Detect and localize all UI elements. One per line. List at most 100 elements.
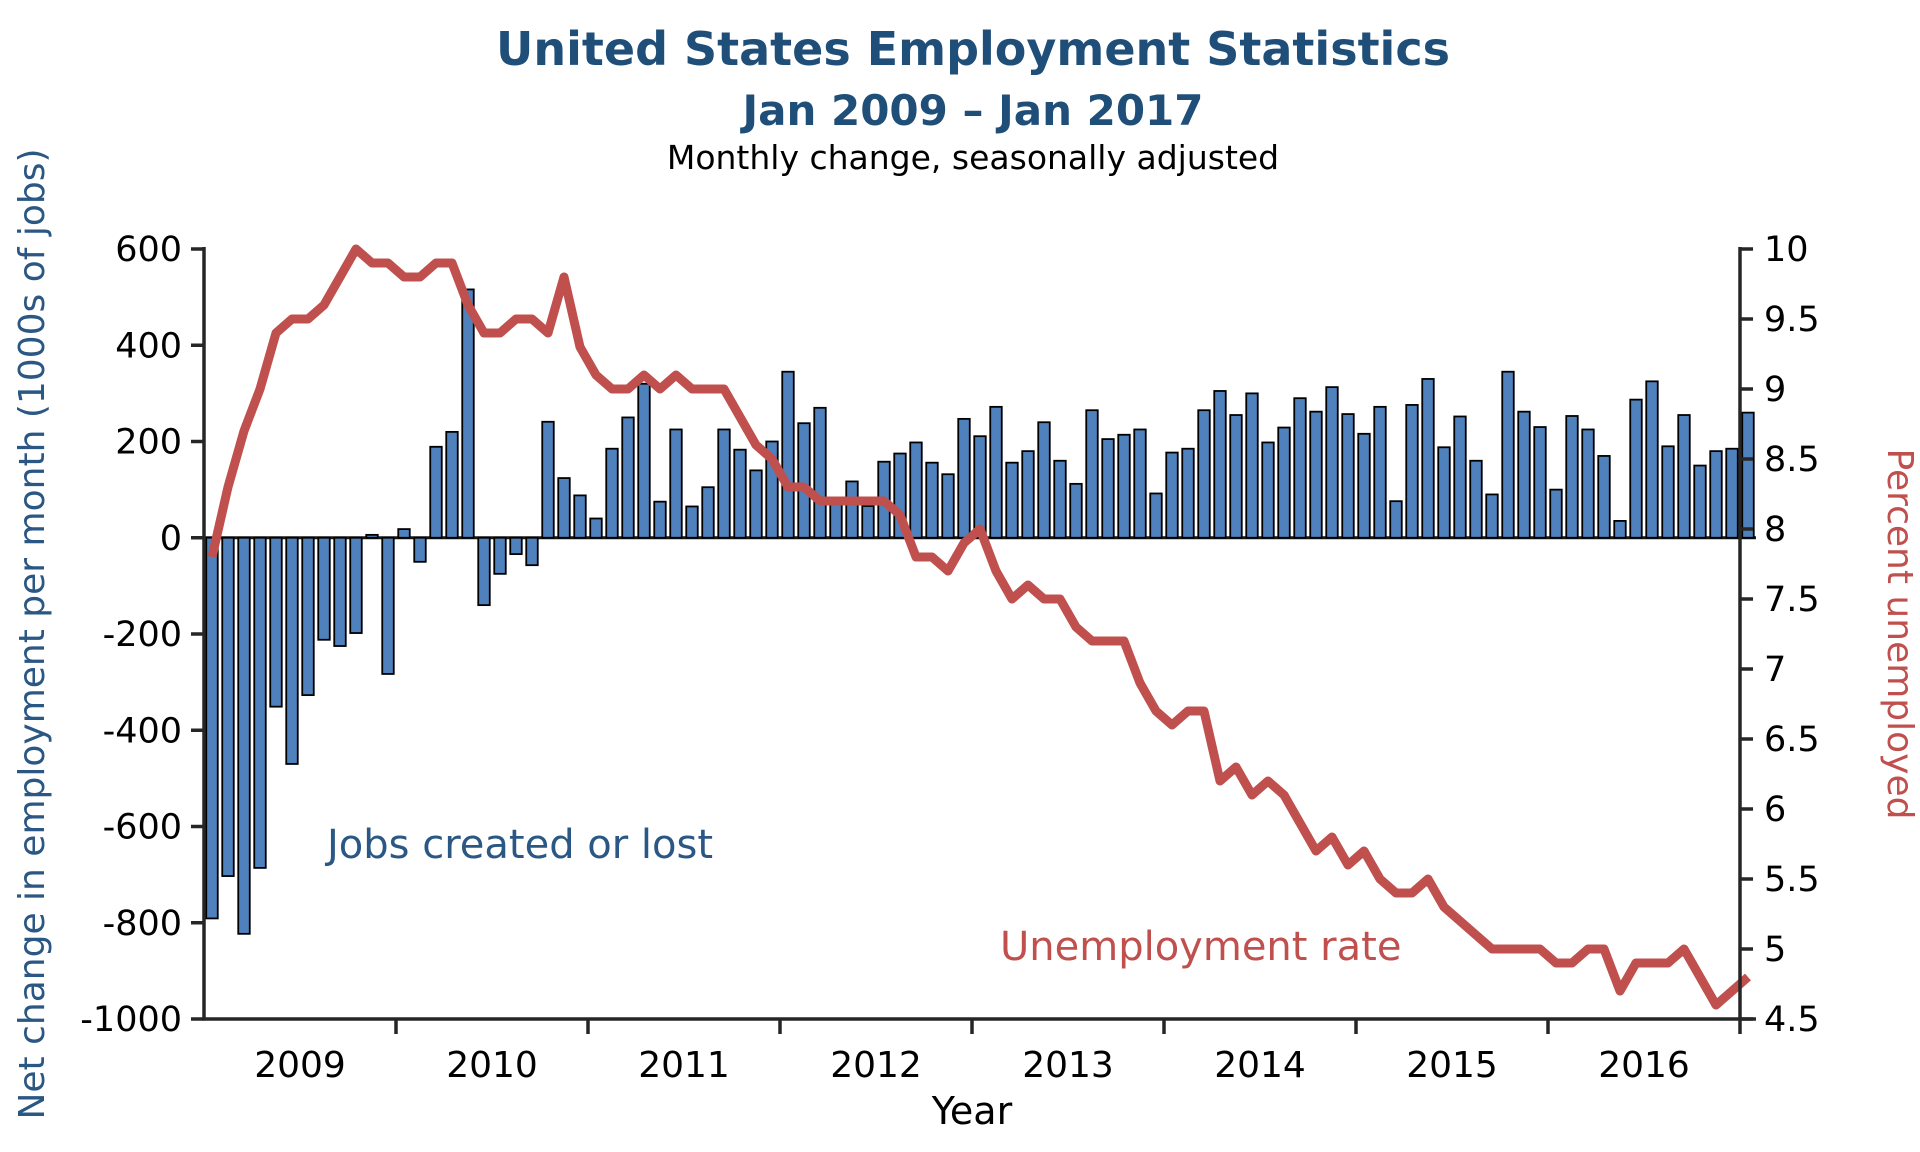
year-label-2011: 2011 bbox=[638, 1045, 730, 1086]
right-tick-label: 6.5 bbox=[1764, 720, 1820, 760]
bar-2013-12 bbox=[1149, 492, 1163, 539]
bar-2011-09 bbox=[717, 428, 731, 539]
bar-2009-08 bbox=[317, 536, 331, 641]
bar-2016-09 bbox=[1677, 414, 1691, 539]
bar-2012-08 bbox=[893, 452, 907, 539]
bar-2009-02 bbox=[221, 536, 235, 877]
bar-2011-10 bbox=[733, 448, 747, 539]
right-tick-label: 7.5 bbox=[1764, 580, 1820, 620]
bar-2013-05 bbox=[1037, 421, 1051, 539]
bar-2010-07 bbox=[493, 536, 507, 575]
bar-2015-02 bbox=[1373, 405, 1387, 539]
bar-2011-12 bbox=[765, 440, 779, 539]
bar-2015-04 bbox=[1405, 404, 1419, 539]
bar-2012-03 bbox=[813, 406, 827, 539]
bar-2013-01 bbox=[973, 435, 987, 539]
bar-2010-11 bbox=[557, 477, 571, 539]
bar-2011-02 bbox=[605, 447, 619, 539]
bar-2010-09 bbox=[525, 536, 539, 567]
x-axis-title: Year bbox=[931, 1089, 1013, 1133]
bar-2009-11 bbox=[365, 533, 379, 539]
jobs-bars-series bbox=[205, 288, 1755, 935]
bar-2009-10 bbox=[349, 536, 363, 634]
bar-2010-10 bbox=[541, 420, 555, 539]
annotation-unemployment-rate: Unemployment rate bbox=[1000, 924, 1401, 970]
right-tick-label: 7 bbox=[1764, 650, 1786, 690]
bar-2013-03 bbox=[1005, 461, 1019, 539]
right-tick-label: 4.5 bbox=[1764, 1000, 1820, 1040]
bar-2013-06 bbox=[1053, 459, 1067, 539]
bar-2015-11 bbox=[1517, 410, 1531, 539]
bar-2009-09 bbox=[333, 536, 347, 647]
bar-2016-04 bbox=[1597, 455, 1611, 539]
left-tick-label: -400 bbox=[103, 711, 182, 751]
bar-2009-05 bbox=[269, 536, 283, 708]
bar-2013-11 bbox=[1133, 428, 1147, 539]
bar-2014-10 bbox=[1309, 410, 1323, 539]
bar-2016-06 bbox=[1629, 398, 1643, 539]
bar-2013-02 bbox=[989, 405, 1003, 539]
bar-2016-12 bbox=[1725, 447, 1739, 539]
bar-2013-04 bbox=[1021, 450, 1035, 539]
bar-2015-07 bbox=[1453, 415, 1467, 539]
bar-2015-09 bbox=[1485, 493, 1499, 539]
bar-2014-01 bbox=[1165, 451, 1179, 539]
bar-2014-06 bbox=[1245, 392, 1259, 539]
bar-2011-08 bbox=[701, 486, 715, 539]
bar-2016-10 bbox=[1693, 464, 1707, 539]
bar-2016-03 bbox=[1581, 428, 1595, 539]
bar-2010-05 bbox=[461, 288, 475, 539]
year-label-2015: 2015 bbox=[1406, 1045, 1498, 1086]
annotation-jobs-created-or-lost: Jobs created or lost bbox=[324, 822, 713, 868]
bar-2010-01 bbox=[397, 528, 411, 539]
bar-2011-03 bbox=[621, 416, 635, 539]
left-tick-label: -800 bbox=[103, 904, 182, 944]
right-tick-label: 10 bbox=[1764, 230, 1809, 270]
left-axis-title: Net change in employment per month (1000… bbox=[12, 148, 53, 1119]
bar-2012-05 bbox=[845, 480, 859, 539]
bar-2014-02 bbox=[1181, 447, 1195, 539]
bar-2014-08 bbox=[1277, 426, 1291, 539]
right-tick-label: 8.5 bbox=[1764, 440, 1820, 480]
bar-2016-11 bbox=[1709, 450, 1723, 539]
bar-2012-09 bbox=[909, 441, 923, 539]
bar-2012-12 bbox=[957, 417, 971, 539]
bar-2010-12 bbox=[573, 494, 587, 539]
bar-2009-01 bbox=[205, 536, 219, 920]
left-tick-label: -1000 bbox=[80, 1000, 182, 1040]
left-tick-label: -200 bbox=[103, 615, 182, 655]
bar-2012-06 bbox=[861, 505, 875, 539]
bar-2016-05 bbox=[1613, 520, 1627, 539]
bar-2011-05 bbox=[653, 500, 667, 539]
bar-2015-08 bbox=[1469, 459, 1483, 539]
bar-2014-12 bbox=[1341, 413, 1355, 539]
year-label-2013: 2013 bbox=[1022, 1045, 1114, 1086]
bar-2014-05 bbox=[1229, 414, 1243, 539]
bar-2012-01 bbox=[781, 370, 795, 539]
right-tick-label: 8 bbox=[1764, 510, 1786, 550]
bar-2015-06 bbox=[1437, 446, 1451, 539]
bar-2013-07 bbox=[1069, 482, 1083, 539]
bar-2017-01 bbox=[1741, 411, 1755, 539]
bar-2013-09 bbox=[1101, 438, 1115, 539]
bar-2012-04 bbox=[829, 502, 843, 539]
bar-2014-09 bbox=[1293, 397, 1307, 539]
bar-2013-10 bbox=[1117, 433, 1131, 539]
bar-2009-12 bbox=[381, 536, 395, 675]
bar-2015-05 bbox=[1421, 378, 1435, 539]
bar-2014-07 bbox=[1261, 441, 1275, 539]
bar-2010-06 bbox=[477, 536, 491, 607]
bar-2014-04 bbox=[1213, 390, 1227, 539]
bar-2011-01 bbox=[589, 517, 603, 539]
bar-2016-01 bbox=[1549, 488, 1563, 539]
right-tick-label: 9.5 bbox=[1764, 300, 1820, 340]
bar-2016-02 bbox=[1565, 415, 1579, 539]
left-tick-label: 0 bbox=[160, 519, 182, 559]
year-label-2009: 2009 bbox=[254, 1045, 346, 1086]
bar-2011-07 bbox=[685, 505, 699, 539]
left-tick-label: 200 bbox=[115, 423, 182, 463]
year-label-2014: 2014 bbox=[1214, 1045, 1306, 1086]
bar-2014-11 bbox=[1325, 386, 1339, 539]
bar-2012-02 bbox=[797, 422, 811, 539]
bar-2011-06 bbox=[669, 428, 683, 539]
